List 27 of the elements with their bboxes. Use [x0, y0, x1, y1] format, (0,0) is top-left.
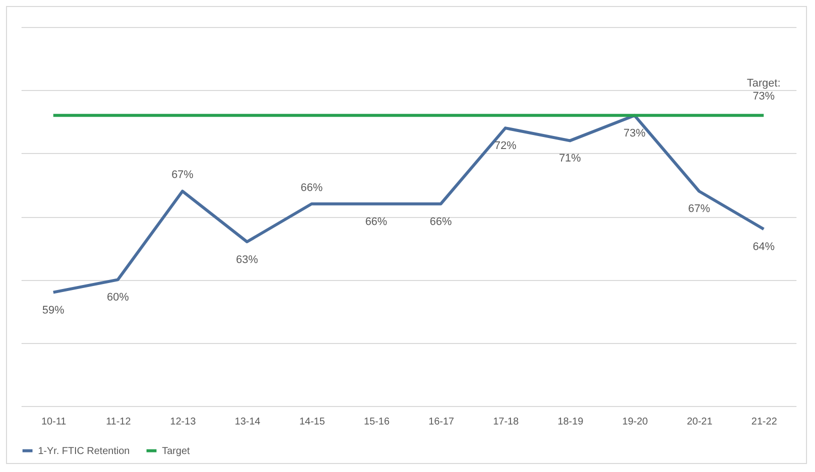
x-tick-label: 13-14: [234, 416, 261, 428]
legend-label: Target: [162, 446, 190, 457]
x-tick-label: 19-20: [622, 416, 648, 428]
data-label: 67%: [171, 169, 194, 182]
data-label: 72%: [494, 140, 517, 152]
x-tick-label: 15-16: [364, 416, 390, 428]
x-tick-label: 16-17: [428, 416, 455, 428]
x-tick-label: 11-12: [106, 416, 132, 428]
data-label: 71%: [558, 152, 582, 165]
x-tick-label: 12-13: [170, 416, 196, 428]
legend-label: 1-Yr. FTIC Retention: [38, 446, 130, 457]
x-tick-label: 18-19: [558, 416, 584, 428]
data-label: 60%: [106, 292, 130, 304]
data-label: 59%: [42, 304, 65, 316]
data-label: 64%: [752, 241, 775, 254]
x-tick-label: 10-11: [41, 416, 67, 428]
data-label: 66%: [365, 216, 388, 228]
data-label: 67%: [688, 203, 710, 216]
x-tick-label: 14-15: [299, 416, 326, 428]
x-tick-label: 20-21: [686, 416, 713, 428]
x-tick-label: 21-22: [751, 416, 778, 428]
data-label: 66%: [430, 216, 452, 228]
data-label: 66%: [300, 182, 323, 194]
x-tick-label: 17-18: [493, 416, 520, 428]
data-label: 63%: [236, 254, 258, 266]
annotation: Target: 73%: [746, 77, 781, 102]
data-label: 73%: [624, 127, 646, 140]
